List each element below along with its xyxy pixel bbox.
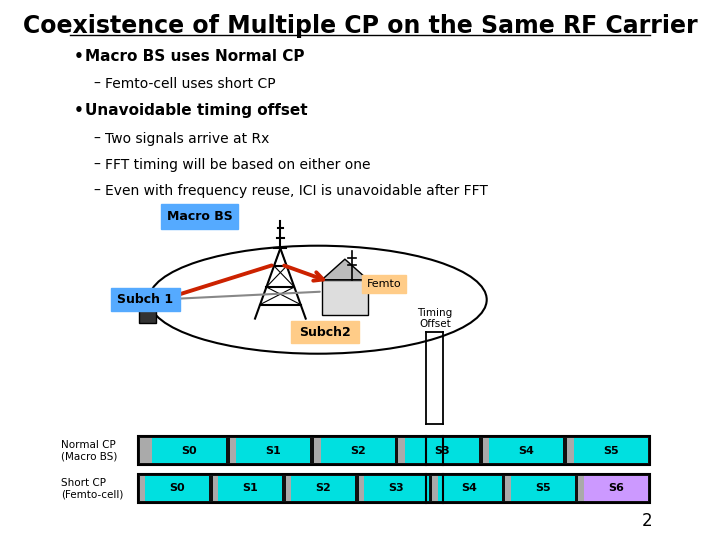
Text: Femto: Femto (366, 279, 402, 289)
Text: S4: S4 (518, 446, 534, 456)
Bar (286, 476, 292, 501)
Bar (505, 476, 510, 501)
Bar (510, 476, 575, 501)
Circle shape (142, 298, 153, 307)
Text: Timing
Offset: Timing Offset (417, 308, 452, 329)
Text: Short CP
(Femto-cell): Short CP (Femto-cell) (61, 477, 124, 499)
Text: Subch2: Subch2 (299, 326, 351, 339)
Bar (236, 438, 310, 463)
FancyBboxPatch shape (291, 321, 359, 343)
Bar (482, 438, 490, 463)
Bar (574, 438, 648, 463)
Text: Femto-cell uses short CP: Femto-cell uses short CP (105, 77, 276, 91)
Text: S0: S0 (181, 446, 197, 456)
Bar (140, 438, 152, 463)
Text: Even with frequency reuse, ICI is unavoidable after FFT: Even with frequency reuse, ICI is unavoi… (105, 184, 488, 198)
Text: S1: S1 (266, 446, 281, 456)
Text: S6: S6 (608, 483, 624, 494)
Text: –: – (94, 184, 100, 198)
Bar (138, 474, 649, 503)
Bar (213, 476, 218, 501)
Bar (567, 438, 574, 463)
FancyBboxPatch shape (112, 288, 179, 311)
Bar (490, 438, 564, 463)
Bar (292, 476, 356, 501)
Bar (322, 280, 368, 315)
Text: S3: S3 (389, 483, 405, 494)
Bar (314, 438, 320, 463)
Bar (584, 476, 648, 501)
Polygon shape (322, 259, 368, 280)
Text: S2: S2 (350, 446, 366, 456)
Text: Coexistence of Multiple CP on the Same RF Carrier: Coexistence of Multiple CP on the Same R… (23, 14, 697, 37)
Text: Subch 1: Subch 1 (117, 293, 174, 306)
Bar (364, 476, 428, 501)
Bar (140, 476, 145, 501)
Text: S5: S5 (603, 446, 618, 456)
Bar (218, 476, 282, 501)
Bar (145, 476, 210, 501)
Bar (320, 438, 395, 463)
Text: –: – (94, 77, 100, 91)
Bar (578, 476, 584, 501)
Text: Macro BS: Macro BS (166, 210, 233, 223)
Bar (398, 438, 405, 463)
Text: •: • (73, 49, 84, 64)
Text: Macro BS uses Normal CP: Macro BS uses Normal CP (86, 49, 305, 64)
Bar (230, 438, 236, 463)
Bar (139, 296, 156, 323)
Text: S2: S2 (315, 483, 331, 494)
Bar (359, 476, 364, 501)
FancyBboxPatch shape (362, 275, 407, 293)
Text: S3: S3 (434, 446, 450, 456)
Text: Unavoidable timing offset: Unavoidable timing offset (86, 103, 308, 118)
Text: S5: S5 (535, 483, 551, 494)
Text: Normal CP
(Macro BS): Normal CP (Macro BS) (61, 440, 117, 461)
Text: S4: S4 (462, 483, 477, 494)
Text: –: – (94, 158, 100, 172)
FancyBboxPatch shape (161, 204, 238, 229)
Text: Two signals arrive at Rx: Two signals arrive at Rx (105, 132, 270, 146)
Bar (432, 476, 438, 501)
Text: 2: 2 (642, 512, 652, 530)
Text: FFT timing will be based on either one: FFT timing will be based on either one (105, 158, 371, 172)
Text: •: • (73, 103, 84, 118)
Bar (138, 436, 649, 465)
Text: S0: S0 (169, 483, 185, 494)
Text: –: – (94, 132, 100, 146)
Bar (438, 476, 502, 501)
Text: S1: S1 (243, 483, 258, 494)
Bar (152, 438, 226, 463)
Bar (405, 438, 479, 463)
